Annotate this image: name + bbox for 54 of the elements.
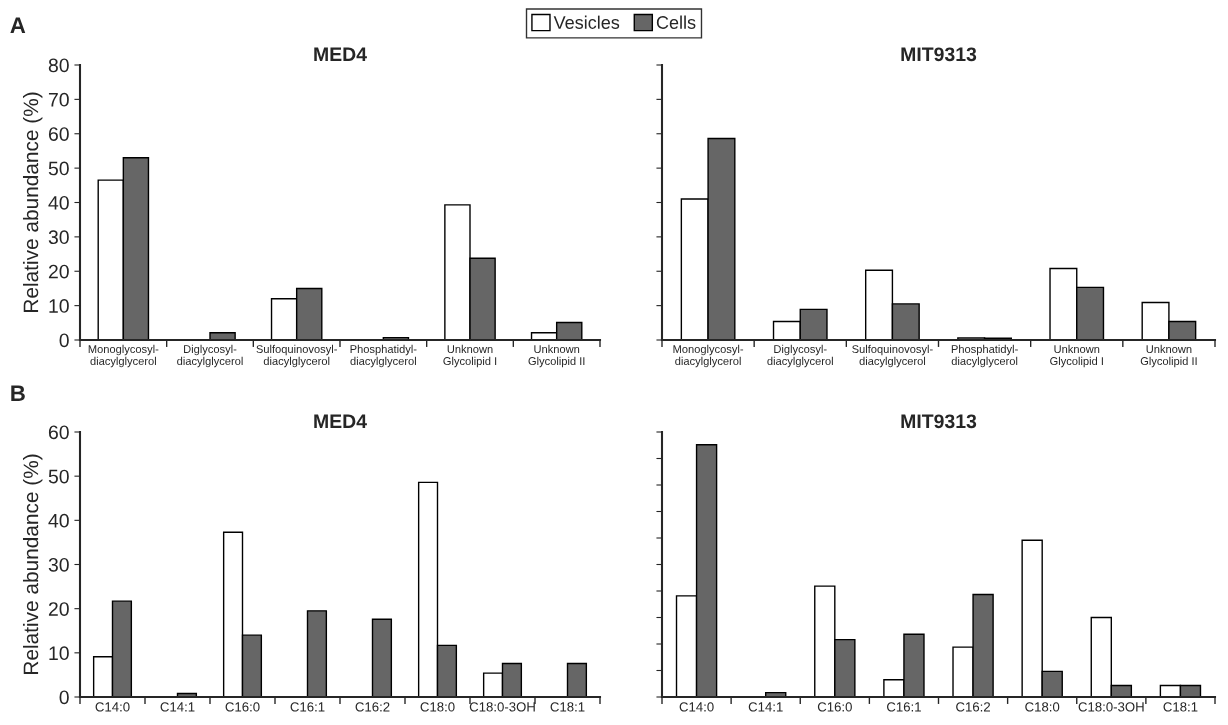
- x-tick-label: C18:1: [1163, 702, 1198, 712]
- chart-title: MIT9313: [901, 47, 977, 62]
- x-tick-label: Diglycosyl- diacylglycerol: [767, 344, 833, 368]
- y-tick-label: 60: [48, 425, 69, 440]
- x-tick-label: C18:1: [550, 702, 585, 712]
- y-tick-label: 0: [59, 690, 69, 705]
- y-tick-label: 30: [48, 230, 69, 245]
- x-tick-label: Unknown Glycolipid I: [1050, 344, 1103, 368]
- x-tick-label: Sulfoquinovosyl- diacylglycerol: [852, 344, 933, 368]
- x-tick-label: Unknown Glycolipid I: [443, 344, 497, 368]
- y-tick-label: 20: [48, 264, 69, 279]
- x-tick-label: C14:0: [679, 702, 714, 712]
- x-tick-label: C16:1: [290, 702, 325, 712]
- y-tick-label: 10: [49, 299, 69, 313]
- x-tick-label: C14:0: [95, 702, 130, 712]
- y-tick-label: 30: [48, 557, 69, 572]
- x-tick-label: C18:0-3OH: [1078, 702, 1144, 712]
- x-tick-label: C16:1: [887, 702, 921, 712]
- y-axis-title: Relative abundance (%): [22, 92, 43, 312]
- x-tick-label: Sulfoquinovosyl- diacylglycerol: [256, 344, 337, 368]
- x-tick-label: Monoglycosyl- diacylglycerol: [673, 344, 744, 368]
- x-tick-label: C14:1: [160, 702, 195, 712]
- y-axis-title: Relative abundance (%): [22, 454, 43, 674]
- y-tick-label: 20: [48, 602, 69, 616]
- x-tick-label: Unknown Glycolipid II: [1140, 344, 1197, 368]
- y-tick-label: 50: [48, 161, 69, 176]
- x-tick-label: Unknown Glycolipid II: [528, 344, 585, 368]
- x-tick-label: Phosphatidyl- diacylglycerol: [951, 344, 1018, 368]
- text: B: [11, 385, 25, 401]
- y-tick-label: 0: [59, 333, 69, 348]
- x-tick-label: C16:0: [817, 702, 852, 712]
- y-tick-label: 70: [48, 92, 69, 107]
- x-tick-label: C18:0: [420, 702, 455, 712]
- y-tick-label: 80: [48, 58, 69, 73]
- y-tick-label: 40: [48, 513, 69, 528]
- chart-title: MED4: [314, 47, 367, 61]
- y-tick-label: 50: [48, 469, 69, 484]
- x-tick-label: C16:2: [355, 702, 390, 712]
- legend-label: Cells: [656, 15, 696, 29]
- x-tick-label: C16:2: [956, 702, 991, 712]
- x-tick-label: C18:0-3OH: [469, 702, 535, 712]
- chart-title: MIT9313: [901, 414, 977, 429]
- x-tick-label: Diglycosyl- diacylglycerol: [177, 344, 243, 368]
- legend-label: Vesicles: [553, 15, 620, 29]
- x-tick-label: C14:1: [748, 702, 783, 712]
- y-tick-label: 60: [48, 127, 69, 141]
- chart-title: MED4: [314, 414, 367, 428]
- x-tick-label: Phosphatidyl- diacylglycerol: [350, 344, 417, 368]
- x-tick-label: C18:0: [1025, 702, 1060, 712]
- y-tick-label: 40: [48, 195, 69, 210]
- text: A: [10, 17, 26, 33]
- x-tick-label: C16:0: [225, 702, 260, 712]
- y-tick-label: 10: [49, 646, 69, 661]
- x-tick-label: Monoglycosyl- diacylglycerol: [88, 344, 159, 368]
